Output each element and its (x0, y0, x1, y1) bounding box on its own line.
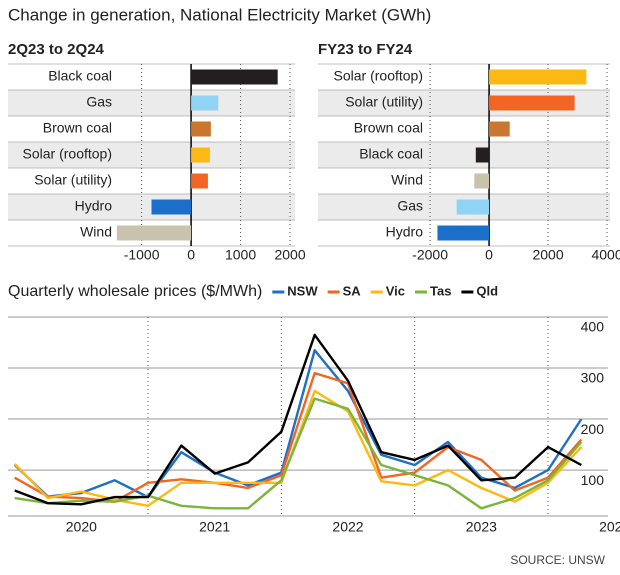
category-label: Wind (80, 224, 112, 240)
row-band (8, 90, 295, 116)
bar (191, 121, 211, 137)
category-label: Gas (86, 94, 112, 110)
category-label: Solar (rooftop) (334, 68, 423, 84)
series-line (14, 397, 583, 510)
x-tick-label: 1000 (225, 247, 256, 263)
category-label: Solar (utility) (34, 172, 112, 188)
bar (191, 173, 208, 189)
bar (437, 225, 490, 241)
legend-label: Vic (386, 283, 405, 298)
x-tick-label: 2000 (274, 247, 305, 263)
page-title: Change in generation, National Electrici… (8, 5, 431, 24)
category-label: Brown coal (43, 120, 112, 136)
category-label: Solar (utility) (345, 94, 423, 110)
x-tick-label: 2022 (332, 519, 363, 535)
x-tick-label: 0 (187, 247, 195, 263)
legend-label: SA (343, 283, 362, 298)
bar (489, 69, 587, 85)
bar (191, 69, 278, 85)
bar (475, 147, 490, 163)
bar (191, 147, 210, 163)
category-label: Hydro (75, 198, 113, 214)
legend-label: NSW (287, 283, 318, 298)
series-line (14, 333, 582, 506)
bar (456, 199, 490, 215)
bar (489, 95, 575, 111)
y-tick-label: 200 (581, 421, 605, 437)
x-tick-label: 2000 (532, 247, 563, 263)
category-label: Black coal (48, 68, 112, 84)
category-label: Black coal (359, 146, 423, 162)
bar (151, 199, 192, 215)
category-label: Solar (rooftop) (23, 146, 112, 162)
y-tick-label: 300 (581, 370, 605, 386)
category-label: Brown coal (354, 120, 423, 136)
x-tick-label: 2023 (466, 519, 497, 535)
legend-label: Qld (476, 283, 498, 298)
x-tick-label: 2024 (599, 519, 620, 535)
category-label: Wind (391, 172, 423, 188)
chart-title: Quarterly wholesale prices ($/MWh) (8, 283, 262, 300)
y-tick-label: 100 (581, 472, 605, 488)
y-tick-label: 400 (581, 319, 605, 335)
x-tick-label: 2021 (199, 519, 230, 535)
legend-label: Tas (430, 283, 451, 298)
x-tick-label: 0 (485, 247, 493, 263)
x-tick-label: 2020 (66, 519, 97, 535)
row-band (318, 142, 610, 168)
row-band (8, 142, 295, 168)
chart-subtitle: 2Q23 to 2Q24 (8, 41, 105, 58)
category-label: Gas (397, 198, 423, 214)
category-label: Hydro (386, 224, 424, 240)
bar (489, 121, 510, 137)
x-tick-label: 4000 (591, 247, 620, 263)
bar (191, 95, 219, 111)
chart-subtitle: FY23 to FY24 (318, 41, 413, 58)
x-tick-label: -2000 (412, 247, 448, 263)
bar (474, 173, 490, 189)
bar (116, 225, 192, 241)
x-tick-label: -1000 (124, 247, 160, 263)
source: SOURCE: UNSW (510, 553, 605, 567)
